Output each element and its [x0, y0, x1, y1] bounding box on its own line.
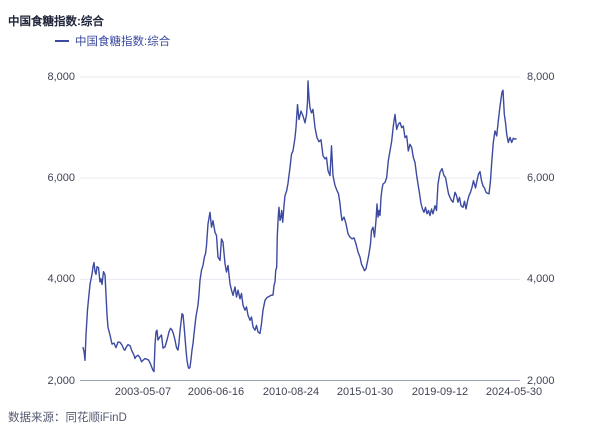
legend: 中国食糖指数:综合	[55, 33, 170, 49]
x-axis-tick-label: 2015-01-30	[336, 386, 394, 398]
x-axis-tick-label: 2010-08-24	[262, 386, 320, 398]
x-axis-tick-label: 2024-05-30	[485, 386, 543, 398]
y-axis-tick-label-left: 2,000	[47, 374, 75, 387]
y-axis-tick-label-right: 8,000	[527, 71, 555, 83]
y-axis-tick-label-right: 4,000	[527, 273, 555, 286]
price-line-series	[82, 80, 517, 373]
x-axis-tick-label: 2006-06-16	[187, 386, 245, 398]
page-title: 中国食糖指数:综合	[8, 16, 104, 28]
legend-line-marker	[55, 40, 69, 42]
x-axis-tick-label: 2019-09-12	[411, 386, 469, 398]
data-source-label: 数据来源：同花顺iFinD	[8, 412, 127, 424]
y-axis-tick-label-left: 8,000	[47, 71, 75, 83]
y-axis-tick-label-right: 6,000	[527, 172, 555, 185]
x-axis-tick-label: 2003-05-07	[114, 386, 172, 398]
y-axis-tick-label-right: 2,000	[527, 374, 555, 387]
y-axis-tick-label-left: 6,000	[47, 172, 75, 185]
legend-series-label: 中国食糖指数:综合	[75, 36, 171, 48]
y-axis-tick-label-left: 4,000	[47, 273, 75, 286]
